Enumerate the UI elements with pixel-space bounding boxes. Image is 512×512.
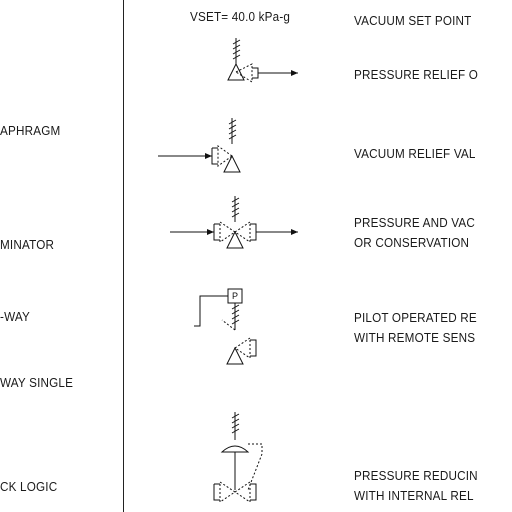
left-item-diaphragm: APHRAGM bbox=[0, 123, 61, 138]
pilot-box-letter: P bbox=[232, 291, 238, 301]
vacuum-set-point-label: VACUUM SET POINT bbox=[354, 13, 472, 28]
left-item-way: -WAY bbox=[0, 309, 30, 324]
row5-desc-line2: WITH INTERNAL REL bbox=[354, 488, 474, 503]
row3-desc-line2: OR CONSERVATION bbox=[354, 235, 470, 250]
vset-setpoint: VSET= 40.0 kPa-g bbox=[190, 9, 291, 24]
column-divider bbox=[123, 0, 124, 512]
row4-desc-line2: WITH REMOTE SENS bbox=[354, 330, 476, 345]
pressure-vacuum-valve-icon bbox=[170, 196, 298, 248]
left-item-block-logic: CK LOGIC bbox=[0, 479, 58, 494]
left-item-way-single: WAY SINGLE bbox=[0, 375, 74, 390]
vacuum-relief-valve-icon bbox=[158, 118, 240, 172]
left-item-terminator: MINATOR bbox=[0, 237, 55, 252]
row2-desc-line1: VACUUM RELIEF VAL bbox=[354, 146, 476, 161]
row5-desc-line1: PRESSURE REDUCIN bbox=[354, 468, 478, 483]
pressure-relief-valve-icon bbox=[228, 38, 298, 82]
row4-desc-line1: PILOT OPERATED RE bbox=[354, 310, 477, 325]
pilot-operated-valve-icon bbox=[194, 289, 256, 364]
row3-desc-line1: PRESSURE AND VAC bbox=[354, 215, 476, 230]
pressure-reducing-valve-icon bbox=[214, 412, 262, 502]
row1-desc-line1: PRESSURE RELIEF O bbox=[354, 67, 479, 82]
